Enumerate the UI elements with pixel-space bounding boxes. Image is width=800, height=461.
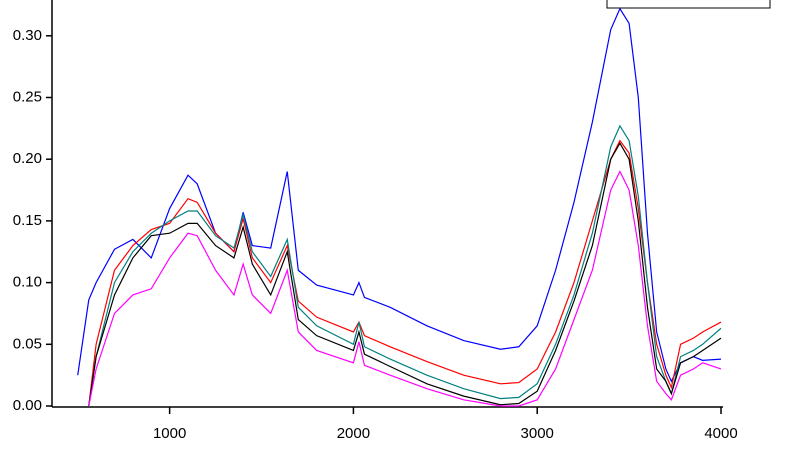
line-series <box>88 170 722 407</box>
y-tick-label: 0.30 <box>13 27 42 44</box>
line-series <box>77 7 722 383</box>
x-tick-label: 4000 <box>704 425 737 442</box>
y-tick-label: 0.00 <box>13 397 42 414</box>
x-tick-label: 3000 <box>521 425 554 442</box>
y-tick-label: 0.05 <box>13 335 42 352</box>
y-tick-label: 0.10 <box>13 274 42 291</box>
line-series <box>88 139 722 407</box>
line-series <box>88 124 722 407</box>
y-tick-label: 0.25 <box>13 88 42 105</box>
x-tick-label: 2000 <box>337 425 370 442</box>
y-tick-label: 0.20 <box>13 150 42 167</box>
line-series <box>88 141 722 407</box>
y-tick-label: 0.15 <box>13 212 42 229</box>
x-tick-label: 1000 <box>153 425 186 442</box>
legend-box <box>606 0 771 9</box>
